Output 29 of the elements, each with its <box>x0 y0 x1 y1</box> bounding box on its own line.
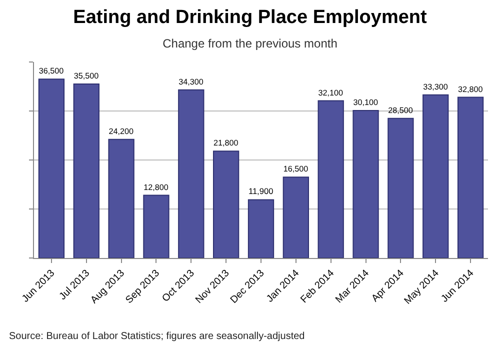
data-label: 24,200 <box>108 126 134 136</box>
data-label: 12,800 <box>144 182 169 192</box>
bar <box>318 100 344 258</box>
bar <box>178 89 204 258</box>
data-label: 28,500 <box>388 106 414 115</box>
chart-title: Eating and Drinking Place Employment <box>73 6 428 28</box>
source-note: Source: Bureau of Labor Statistics; figures are seasonally-adjusted <box>9 331 305 342</box>
data-label: 30,100 <box>353 98 378 108</box>
bar <box>422 94 449 258</box>
data-label: 16,500 <box>283 164 309 174</box>
data-label: 32,100 <box>318 88 344 98</box>
bar <box>108 138 134 258</box>
data-label: 34,300 <box>178 78 204 86</box>
bar <box>213 150 240 258</box>
data-label: 36,500 <box>38 66 64 76</box>
bar <box>282 176 309 258</box>
data-label: 35,500 <box>74 72 100 81</box>
bar <box>352 110 379 258</box>
data-label: 11,900 <box>248 186 274 196</box>
bar <box>388 118 414 258</box>
data-label: 21,800 <box>214 138 239 148</box>
chart-subtitle: Change from the previous month <box>162 36 338 50</box>
bar <box>38 78 65 258</box>
bar <box>248 199 274 258</box>
data-label: 33,300 <box>423 82 448 92</box>
data-label: 32,800 <box>458 84 484 94</box>
bar <box>457 96 484 258</box>
bar <box>73 84 100 258</box>
bar <box>143 194 170 258</box>
